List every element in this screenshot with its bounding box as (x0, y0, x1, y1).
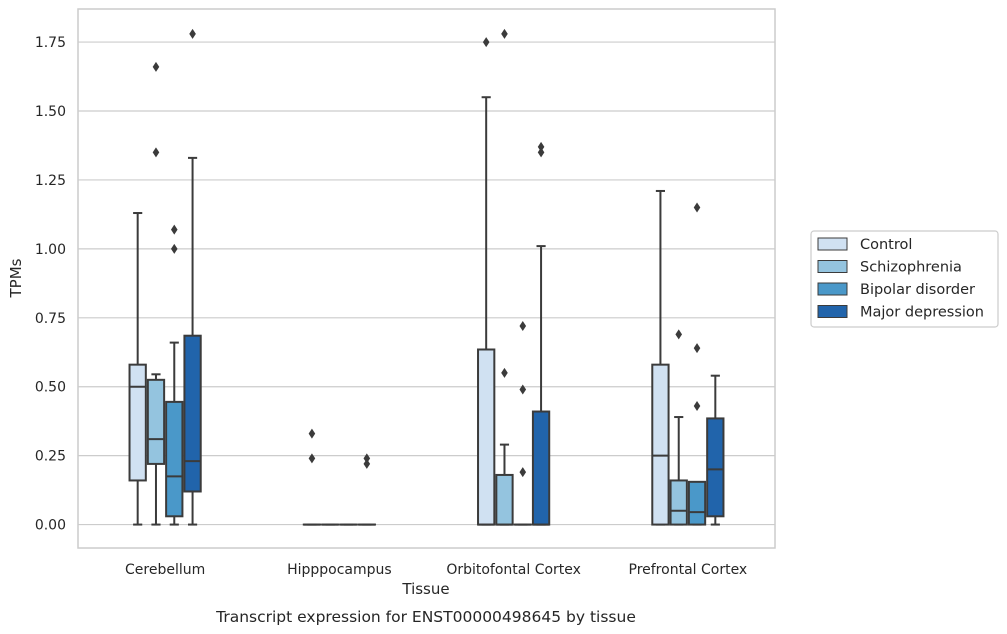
box-body (146, 378, 166, 465)
y-tick-label: 1.50 (35, 104, 66, 120)
box-bipolar-disorder (165, 224, 184, 526)
x-tick-label: Hipppocampus (287, 562, 392, 578)
legend-label: Control (860, 237, 912, 253)
box-body (687, 480, 707, 526)
box-body (165, 400, 184, 518)
outlier-point (170, 243, 178, 254)
outlier-point (363, 453, 371, 464)
outlier-point (675, 329, 683, 340)
y-tick-label: 1.75 (35, 35, 66, 51)
x-axis-label: Tissue (401, 580, 449, 598)
legend-swatch (817, 260, 848, 273)
box-schizophrenia (495, 28, 514, 526)
outlier-point (363, 458, 371, 469)
x-tick-label: Orbitofontal Cortex (446, 562, 581, 578)
outlier-point (501, 28, 508, 39)
legend-swatch (817, 305, 848, 318)
outlier-point (693, 343, 701, 354)
plot-frame (77, 8, 776, 549)
outlier-point (152, 147, 160, 158)
outlier-point (308, 453, 316, 464)
legend-swatch (817, 237, 848, 251)
outlier-point (189, 28, 196, 39)
outlier-point (501, 367, 508, 378)
box-major-depression (531, 141, 551, 526)
x-tick-label: Cerebellum (125, 562, 205, 578)
box-bipolar-disorder (687, 202, 707, 526)
box-body (706, 417, 725, 518)
box-body (128, 363, 147, 482)
y-tick-label: 1.25 (35, 173, 66, 189)
box-major-depression (183, 28, 202, 526)
box-body (183, 334, 202, 493)
box-body (495, 473, 514, 526)
y-tick-label: 0.00 (35, 518, 66, 534)
legend-swatch (817, 282, 848, 296)
outlier-point (482, 37, 490, 48)
box-control (477, 37, 496, 526)
legend-frame (810, 230, 999, 328)
axes: 0.00 0.25 0.50 0.75 1.00 1.25 1.50 1.75 Cerebell… (35, 8, 776, 578)
y-tick-label: 0.75 (35, 311, 66, 327)
outlier-point (170, 224, 178, 235)
outlier-point (693, 202, 701, 213)
box-body (669, 479, 688, 526)
y-tick-label: 0.25 (35, 449, 66, 465)
box-schizophrenia (669, 329, 688, 526)
legend: Control Schizophrenia Bipolar disorder Majo… (810, 230, 999, 328)
box-control (651, 189, 670, 526)
box-major-depression (357, 453, 376, 526)
outlier-point (693, 401, 701, 412)
box-body (477, 348, 496, 526)
box-major-depression (706, 374, 725, 526)
x-tick-label: Prefrontal Cortex (629, 562, 748, 578)
y-axis-label: TPMs (7, 258, 25, 298)
outlier-point (152, 61, 160, 72)
outlier-point (537, 147, 545, 158)
box-body (651, 363, 670, 526)
legend-label: Major depression (860, 305, 984, 321)
boxes (128, 28, 725, 526)
box-body (531, 410, 551, 526)
box-schizophrenia (146, 61, 166, 526)
box-bipolar-disorder (513, 321, 532, 526)
box-control (128, 212, 147, 526)
legend-label: Schizophrenia (860, 260, 962, 276)
y-tick-label: 1.00 (35, 242, 66, 258)
outlier-point (519, 384, 527, 395)
outlier-point (519, 321, 527, 332)
outlier-point (537, 141, 545, 152)
y-tick-label: 0.50 (35, 380, 66, 396)
box-control (302, 428, 322, 526)
chart-caption: Transcript expression for ENST0000049864… (215, 608, 636, 626)
outlier-point (308, 428, 316, 439)
outlier-point (519, 467, 527, 478)
legend-label: Bipolar disorder (860, 282, 975, 298)
